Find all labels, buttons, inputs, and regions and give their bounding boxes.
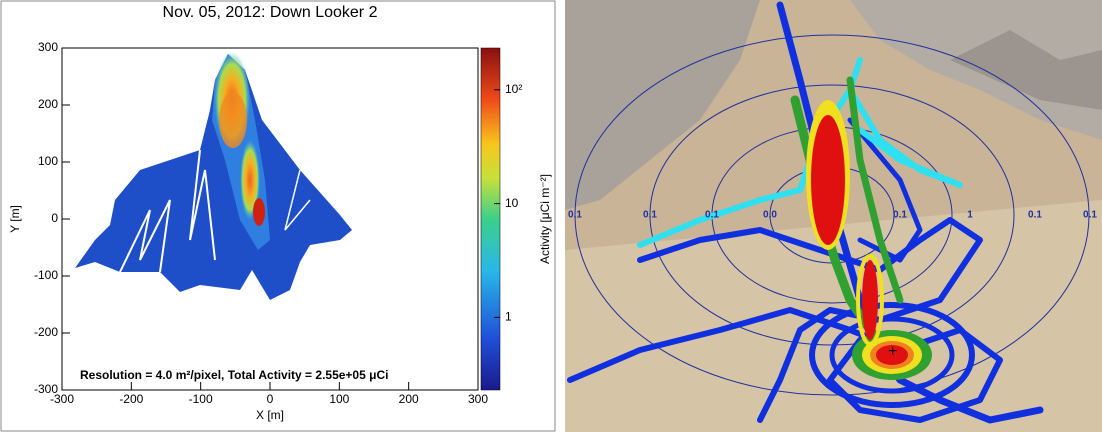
ring-label: 0.0: [763, 210, 777, 221]
annotation: Resolution = 4.0 m²/pixel, Total Activit…: [80, 368, 388, 382]
x-tick-label: -200: [119, 392, 143, 406]
figure: Nov. 05, 2012: Down Looker 2 X [m] Y [m]…: [0, 0, 1102, 432]
x-tick-label: -100: [189, 392, 213, 406]
ring-label: 1: [967, 210, 973, 221]
y-tick-label: 100: [38, 154, 58, 168]
x-tick-label: 0: [267, 392, 274, 406]
ring-label: 0.1: [1083, 210, 1097, 221]
x-axis-label: X [m]: [256, 408, 284, 422]
chart-title: Nov. 05, 2012: Down Looker 2: [163, 4, 378, 21]
colorbar: [481, 48, 500, 390]
colorbar-label: Activity [μCi m⁻²]: [538, 174, 552, 264]
ring-label: 0.1: [705, 210, 719, 221]
x-tick-label: 100: [329, 392, 349, 406]
y-tick-label: 0: [51, 211, 58, 225]
y-tick-label: 200: [38, 97, 58, 111]
y-tick-label: 300: [38, 40, 58, 54]
ring-label: 0.1: [568, 210, 582, 221]
y-tick-label: -200: [34, 325, 58, 339]
ring-label: 0.1: [1028, 210, 1042, 221]
ring-label: 0.1: [893, 210, 907, 221]
x-tick-label: 300: [468, 392, 488, 406]
y-tick-label: -100: [34, 268, 58, 282]
svg-text:+: +: [888, 343, 897, 360]
colorbar-tick-label: 1: [505, 310, 512, 324]
y-tick-label: -300: [34, 382, 58, 396]
x-tick-label: 200: [399, 392, 419, 406]
colorbar-tick-label: 10: [505, 196, 519, 210]
y-axis-label: Y [m]: [8, 205, 22, 233]
ring-label: 0.1: [643, 210, 657, 221]
colorbar-tick-label: 10²: [505, 82, 522, 96]
